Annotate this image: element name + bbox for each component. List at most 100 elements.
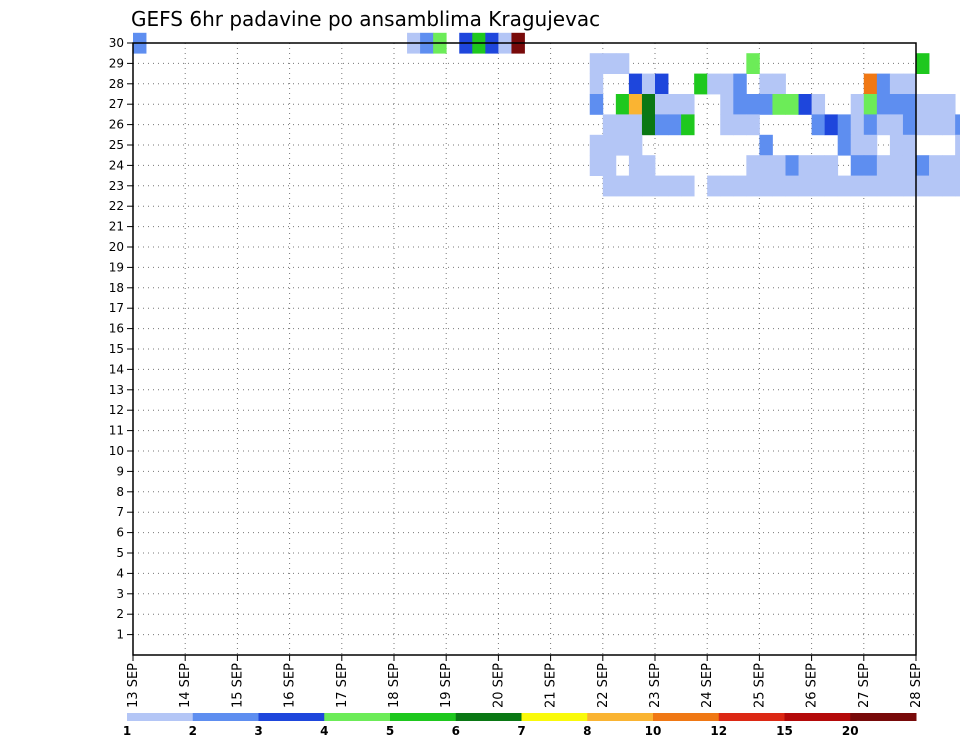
y-tick-label: 29 [109,56,124,70]
precip-cell [824,114,839,136]
y-tick-label: 13 [109,383,124,397]
legend-swatch [784,713,851,721]
precip-cell [746,175,760,197]
legend-swatch [390,713,457,721]
precip-cell [863,94,878,115]
precip-cell [628,114,643,136]
precip-cell [628,134,643,156]
precip-cell [746,114,760,136]
precip-cell [863,134,878,156]
y-tick-label: 27 [109,97,124,111]
legend-swatch [127,713,194,721]
y-tick-label: 11 [109,424,124,438]
precip-cell [602,53,617,74]
y-tick-label: 17 [109,301,124,315]
y-tick-label: 12 [109,403,124,417]
precip-cell [863,73,878,95]
precip-cell [889,114,904,136]
precip-cell [811,155,826,176]
precip-cell [837,175,852,197]
x-tick-label: 13 SEP [126,663,141,708]
y-tick-label: 3 [116,587,124,601]
x-tick-label: 14 SEP [178,663,193,708]
precip-cell [668,114,682,136]
legend-swatch [653,713,720,721]
precip-cell [916,94,930,115]
x-tick-label: 18 SEP [387,663,402,708]
precip-cell [929,155,943,176]
grid-lines [133,42,916,655]
precip-cell [902,134,917,156]
x-tick-label: 16 SEP [283,663,298,708]
precip-cell [889,155,904,176]
precip-cell [876,175,891,197]
x-tick-label: 20 SEP [491,663,506,708]
precip-cell [641,94,656,115]
y-tick-label: 16 [109,322,124,336]
x-tick-label: 24 SEP [700,663,715,708]
y-tick-label: 15 [109,342,124,356]
y-tick-label: 8 [116,485,124,499]
x-tick-label: 25 SEP [752,663,767,708]
precip-cell [694,73,708,95]
precip-cell [589,134,604,156]
precip-cell [889,94,904,115]
precip-cell [902,94,917,115]
x-tick-label: 17 SEP [335,663,350,708]
precip-cell [889,73,904,95]
precip-cell [759,155,773,176]
precip-cell [929,94,943,115]
precip-cell [746,53,760,74]
precip-cell [681,114,695,136]
y-tick-label: 7 [116,505,124,519]
precip-cell [916,114,930,136]
precip-cell [681,175,695,197]
precip-cell [589,155,604,176]
color-legend: 1 2 3 4 5 6 7 8 10 12 15 20 [123,713,917,738]
precip-cell [655,175,669,197]
legend-label: 4 [320,724,328,738]
precip-cell [589,94,604,115]
x-tick-label: 22 SEP [596,663,611,708]
precip-cell [863,175,878,197]
y-tick-label: 26 [109,118,124,132]
precip-cell [733,94,747,115]
precip-cell [746,155,760,176]
y-tick-label: 30 [109,36,124,50]
precip-cell [902,73,917,95]
precip-cell [628,73,643,95]
precip-cell [615,175,630,197]
precip-cell [876,94,891,115]
precip-cell [863,114,878,136]
x-tick-label: 26 SEP [805,663,820,708]
precip-cell [824,155,839,176]
precip-cell [785,94,799,115]
precip-cell [863,155,878,176]
precip-cell [615,53,630,74]
precip-cell [681,94,695,115]
y-tick-label: 28 [109,77,124,91]
x-axis-ticks: 13 SEP 14 SEP 15 SEP 16 SEP 17 SEP 18 SEP 19 S… [126,655,924,708]
precip-cell [720,175,734,197]
y-tick-label: 5 [116,546,124,560]
legend-label: 1 [123,724,131,738]
precip-cell [876,73,891,95]
precip-cell [889,175,904,197]
precip-cell [942,175,956,197]
precip-cell [641,175,656,197]
precip-cell [850,175,865,197]
precip-cell [589,53,604,74]
legend-swatch [455,713,522,721]
precip-cell [837,134,852,156]
legend-label: 3 [254,724,262,738]
precip-cell [589,73,604,95]
y-tick-label: 6 [116,526,124,540]
precip-cell [811,175,826,197]
precip-cell [707,175,721,197]
precip-cell [720,73,734,95]
y-tick-label: 14 [109,362,124,376]
y-tick-label: 4 [116,566,124,580]
precip-cell [916,175,930,197]
precip-cell [602,175,617,197]
legend-label: 8 [583,724,591,738]
